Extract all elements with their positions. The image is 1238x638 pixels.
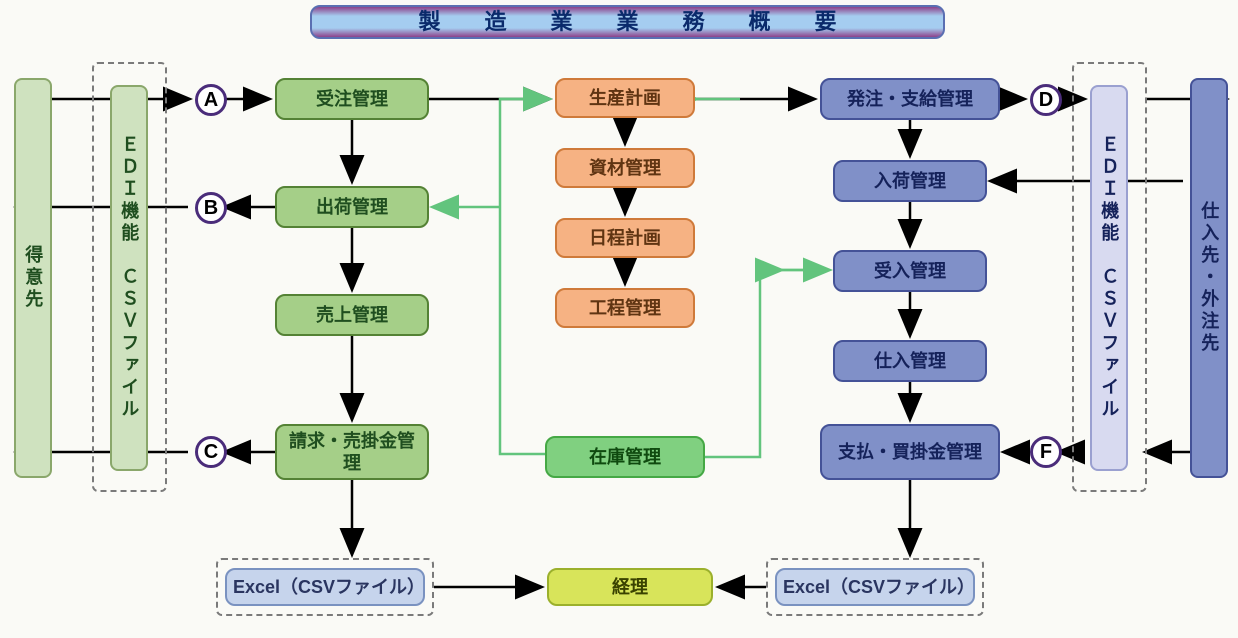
circle-d: D bbox=[1030, 84, 1062, 116]
stock-mgmt-box: 在庫管理 bbox=[545, 436, 705, 478]
mat-mgmt-box: 資材管理 bbox=[555, 148, 695, 188]
edi-right-box: ＥＤＩ機能 ＣＳＶファイル bbox=[1090, 85, 1128, 471]
excel-left-box: Excel（CSVファイル） bbox=[225, 568, 425, 606]
accept-box: 受入管理 bbox=[833, 250, 987, 292]
title-bar: 製 造 業 業 務 概 要 bbox=[310, 5, 945, 39]
excel-right-box: Excel（CSVファイル） bbox=[775, 568, 975, 606]
arrow-stock-right bbox=[705, 270, 828, 457]
customer-box: 得意先 bbox=[14, 78, 52, 478]
ship-mgmt-box: 出荷管理 bbox=[275, 186, 429, 228]
order-mgmt-box: 受注管理 bbox=[275, 78, 429, 120]
purchase-box: 仕入管理 bbox=[833, 340, 987, 382]
circle-a: A bbox=[195, 84, 227, 116]
proc-mgmt-box: 工程管理 bbox=[555, 288, 695, 328]
ap-mgmt-box: 支払・買掛金管理 bbox=[820, 424, 1000, 480]
po-mgmt-box: 発注・支給管理 bbox=[820, 78, 1000, 120]
circle-b: B bbox=[195, 192, 227, 224]
ar-mgmt-box: 請求・売掛金管理 bbox=[275, 424, 429, 480]
supplier-box: 仕入先・外注先 bbox=[1190, 78, 1228, 478]
sales-mgmt-box: 売上管理 bbox=[275, 294, 429, 336]
prod-plan-box: 生産計画 bbox=[555, 78, 695, 118]
accounting-box: 経理 bbox=[547, 568, 713, 606]
circle-f: F bbox=[1030, 436, 1062, 468]
arrival-box: 入荷管理 bbox=[833, 160, 987, 202]
arrow-stock-to-prod bbox=[500, 99, 548, 454]
circle-c: C bbox=[195, 436, 227, 468]
sched-plan-box: 日程計画 bbox=[555, 218, 695, 258]
edi-left-box: ＥＤＩ機能 ＣＳＶファイル bbox=[110, 85, 148, 471]
